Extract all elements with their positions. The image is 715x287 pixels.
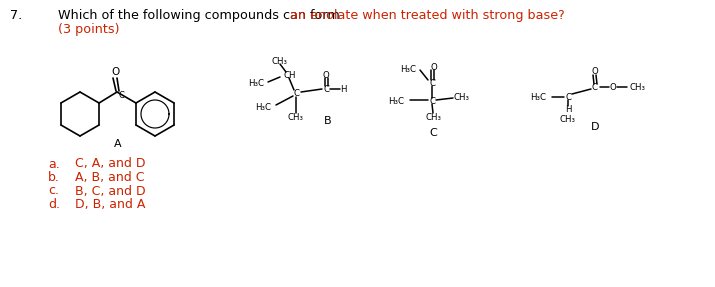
Text: (3 points): (3 points) [58, 23, 119, 36]
Text: CH: CH [284, 71, 296, 79]
Text: C: C [565, 92, 571, 102]
Text: C: C [323, 84, 329, 94]
Text: b.: b. [48, 171, 60, 184]
Text: CH₃: CH₃ [426, 113, 442, 121]
Text: C: C [429, 79, 435, 88]
Text: C: C [118, 92, 124, 100]
Text: C: C [592, 82, 598, 92]
Text: Which of the following compounds can form: Which of the following compounds can for… [58, 9, 344, 22]
Text: O: O [610, 82, 616, 92]
Text: H: H [565, 104, 571, 113]
Text: CH₃: CH₃ [630, 82, 646, 92]
Text: H₃C: H₃C [388, 96, 404, 106]
Text: B: B [324, 116, 332, 126]
Text: H₃C: H₃C [530, 92, 546, 102]
Text: C: C [429, 128, 437, 138]
Text: D: D [591, 122, 599, 132]
Text: H₃C: H₃C [400, 65, 416, 75]
Text: d.: d. [48, 198, 60, 211]
Text: A: A [114, 139, 122, 149]
Text: O: O [591, 67, 598, 77]
Text: D, B, and A: D, B, and A [75, 198, 145, 211]
Text: H: H [340, 84, 346, 94]
Text: C: C [293, 88, 299, 98]
Text: A, B, and C: A, B, and C [75, 171, 144, 184]
Text: c.: c. [48, 185, 59, 197]
Text: C: C [429, 96, 435, 106]
Text: CH₃: CH₃ [560, 115, 576, 125]
Text: C, A, and D: C, A, and D [75, 158, 145, 170]
Text: B, C, and D: B, C, and D [75, 185, 146, 197]
Text: H₃C: H₃C [248, 79, 264, 88]
Text: a.: a. [48, 158, 60, 170]
Text: 7.: 7. [10, 9, 22, 22]
Text: O: O [322, 71, 330, 79]
Text: CH₃: CH₃ [272, 57, 288, 65]
Text: O: O [111, 67, 119, 77]
Text: O: O [430, 63, 438, 71]
Text: CH₃: CH₃ [454, 92, 470, 102]
Text: H₃C: H₃C [255, 104, 271, 113]
Text: an enolate when treated with strong base?: an enolate when treated with strong base… [290, 9, 565, 22]
Text: CH₃: CH₃ [287, 113, 303, 121]
